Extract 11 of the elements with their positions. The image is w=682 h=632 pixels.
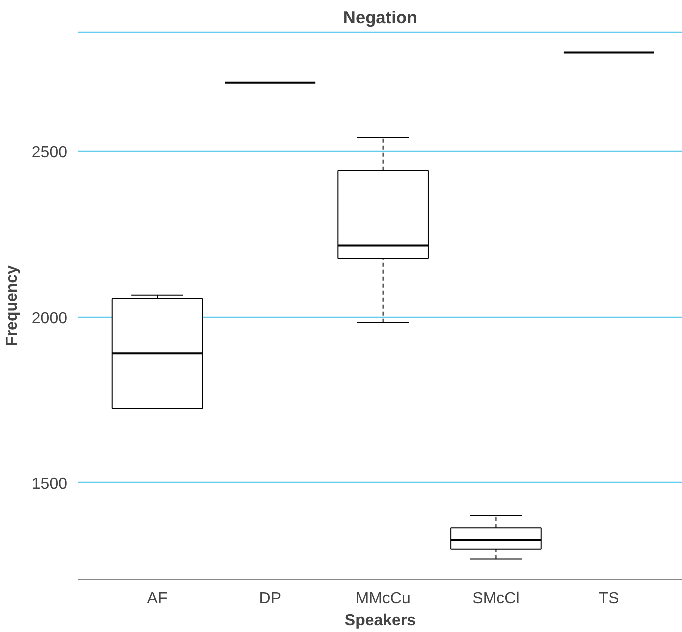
x-tick-label: SMcCl xyxy=(472,590,520,608)
x-tick-label: DP xyxy=(259,590,282,608)
x-axis-title: Speakers xyxy=(344,612,416,630)
x-tick-label: TS xyxy=(598,590,620,608)
y-tick-label: 2000 xyxy=(32,310,68,328)
y-tick-label: 1500 xyxy=(32,476,68,493)
y-tick-label: 2500 xyxy=(32,144,68,162)
x-tick-label: AF xyxy=(147,590,168,608)
y-axis-title: Frequency xyxy=(4,265,21,346)
x-tick-label: MMcCu xyxy=(356,590,411,608)
chart-title: Negation xyxy=(343,8,418,28)
